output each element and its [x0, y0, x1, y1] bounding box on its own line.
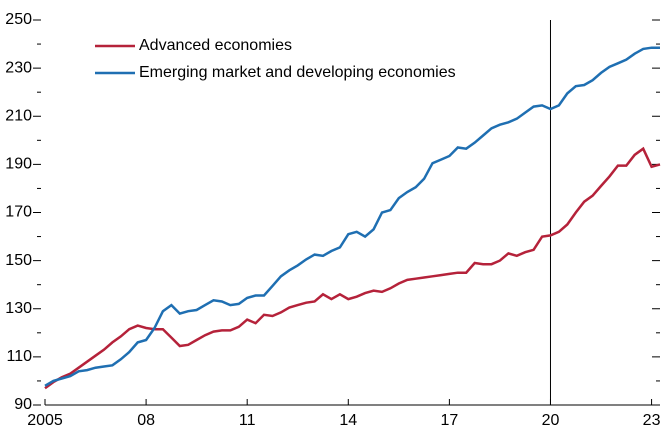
y-tick-label: 130 — [5, 300, 32, 317]
y-tick-label: 170 — [5, 204, 32, 221]
series-line — [44, 146, 661, 390]
series-line — [44, 46, 660, 387]
x-tick-label: 23 — [643, 412, 661, 429]
x-tick-label: 08 — [137, 412, 155, 429]
y-tick-label: 150 — [5, 252, 32, 269]
x-tick-label: 11 — [239, 412, 256, 429]
y-tick-label: 190 — [5, 156, 32, 173]
legend-label: Emerging market and developing economies — [139, 64, 456, 81]
y-tick-label: 110 — [6, 348, 32, 365]
legend-label: Advanced economies — [139, 37, 292, 54]
y-tick-label: 90 — [14, 396, 32, 413]
y-tick-label: 250 — [5, 11, 32, 28]
y-tick-label: 230 — [5, 59, 32, 76]
x-tick-label: 20 — [542, 412, 560, 429]
x-tick-label: 17 — [440, 412, 458, 429]
x-tick-label: 2005 — [27, 412, 63, 429]
y-tick-label: 210 — [5, 107, 32, 124]
x-tick-label: 14 — [339, 412, 357, 429]
